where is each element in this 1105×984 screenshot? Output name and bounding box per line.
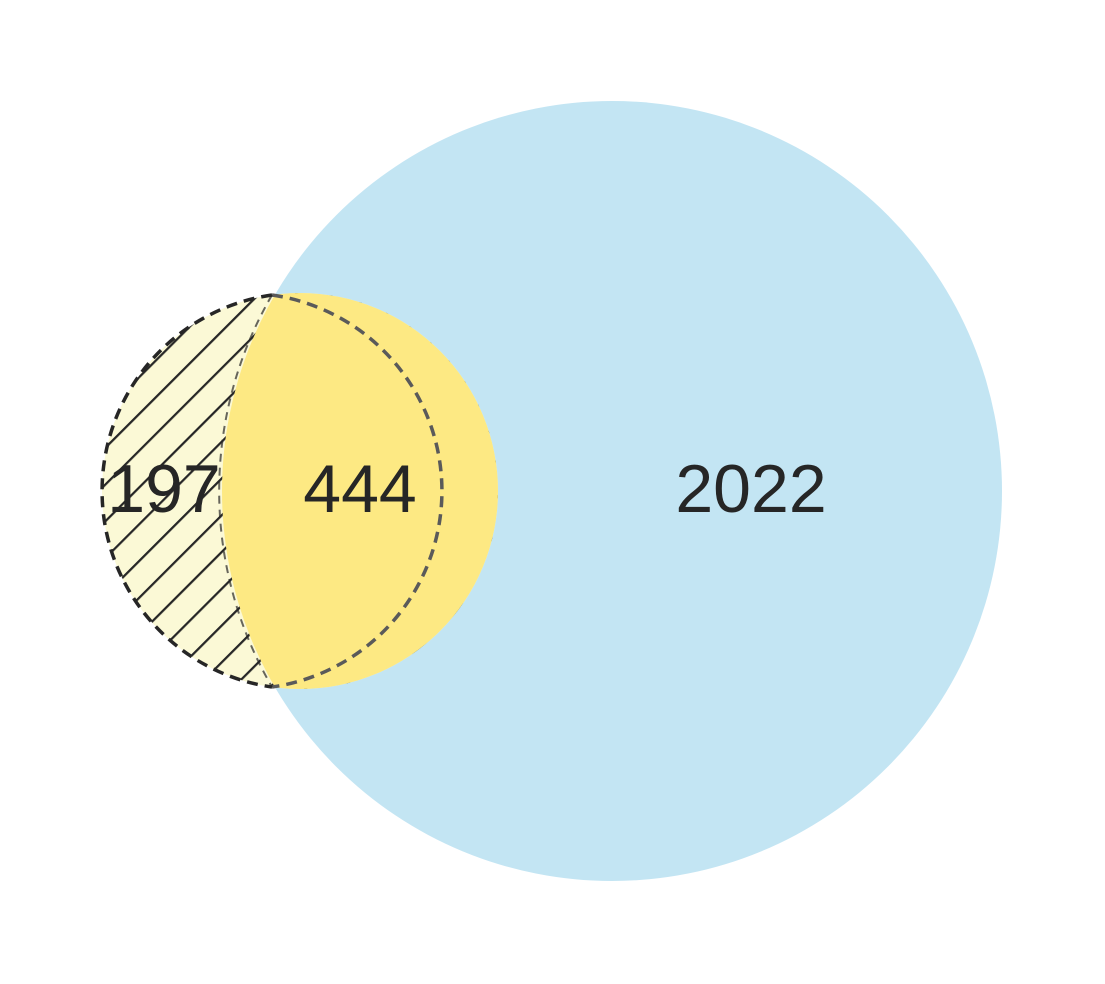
right-only-count: 2022 bbox=[675, 451, 826, 527]
intersection-boundary bbox=[218, 294, 273, 688]
small-set-outline bbox=[100, 293, 273, 689]
large-set-circle bbox=[222, 101, 1002, 881]
intersection-outline bbox=[271, 293, 444, 689]
intersection-region bbox=[222, 293, 498, 689]
intersection-count: 444 bbox=[303, 451, 416, 527]
left-only-count: 197 bbox=[107, 451, 220, 527]
